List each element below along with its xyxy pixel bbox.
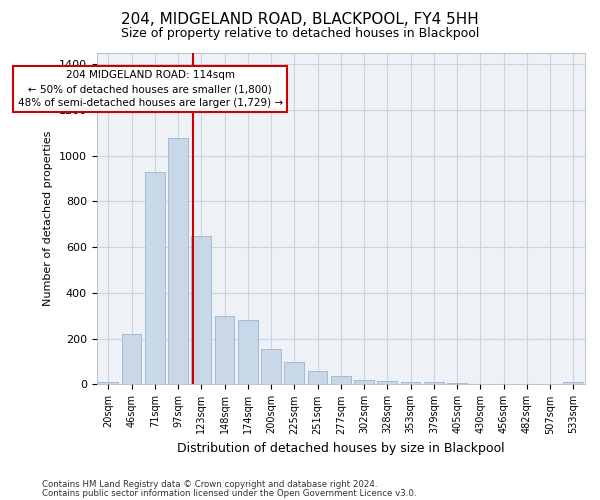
Y-axis label: Number of detached properties: Number of detached properties <box>43 131 53 306</box>
Bar <box>377 381 397 384</box>
X-axis label: Distribution of detached houses by size in Blackpool: Distribution of detached houses by size … <box>177 442 505 455</box>
Text: 204 MIDGELAND ROAD: 114sqm
← 50% of detached houses are smaller (1,800)
48% of s: 204 MIDGELAND ROAD: 114sqm ← 50% of deta… <box>17 70 283 108</box>
Bar <box>563 382 583 384</box>
Bar <box>238 320 257 384</box>
Text: Contains HM Land Registry data © Crown copyright and database right 2024.: Contains HM Land Registry data © Crown c… <box>42 480 377 489</box>
Bar <box>401 382 421 384</box>
Bar <box>331 376 351 384</box>
Bar <box>215 316 235 384</box>
Bar <box>284 362 304 384</box>
Bar <box>261 349 281 384</box>
Bar <box>98 382 118 384</box>
Bar <box>168 138 188 384</box>
Bar <box>354 380 374 384</box>
Bar <box>308 370 328 384</box>
Text: 204, MIDGELAND ROAD, BLACKPOOL, FY4 5HH: 204, MIDGELAND ROAD, BLACKPOOL, FY4 5HH <box>121 12 479 28</box>
Bar <box>122 334 142 384</box>
Text: Size of property relative to detached houses in Blackpool: Size of property relative to detached ho… <box>121 28 479 40</box>
Bar <box>191 236 211 384</box>
Bar <box>145 172 164 384</box>
Bar <box>424 382 444 384</box>
Text: Contains public sector information licensed under the Open Government Licence v3: Contains public sector information licen… <box>42 489 416 498</box>
